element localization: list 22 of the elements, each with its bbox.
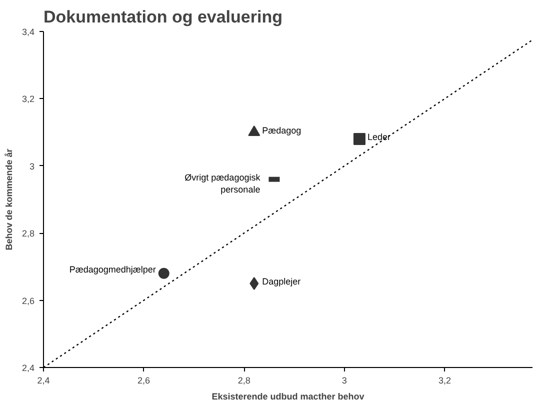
x-tick-label: 3 bbox=[342, 376, 347, 386]
series-label: Pædagogmedhjælper bbox=[69, 264, 156, 274]
y-axis-title: Behov de kommende år bbox=[4, 148, 14, 250]
series-label: Leder bbox=[367, 132, 390, 142]
series-label: Dagplejer bbox=[262, 276, 301, 286]
y-tick-label: 3 bbox=[29, 161, 35, 172]
x-tick-label: 2,8 bbox=[238, 376, 250, 386]
x-tick-label: 3,2 bbox=[438, 376, 451, 386]
y-tick-label: 2,6 bbox=[22, 296, 35, 306]
series-label: Pædagog bbox=[262, 125, 302, 136]
y-tick-label: 2,4 bbox=[22, 363, 35, 373]
y-tick-label: 3,2 bbox=[22, 94, 35, 104]
point bbox=[353, 133, 366, 146]
x-tick-label: 2,6 bbox=[138, 376, 150, 386]
point bbox=[250, 277, 259, 290]
point bbox=[158, 268, 170, 279]
chart-title: Dokumentation og evaluering bbox=[44, 8, 282, 26]
y-tick-label: 2,8 bbox=[22, 228, 35, 239]
x-axis-title: Eksisterende udbud macther behov bbox=[212, 392, 364, 402]
y-tick-label: 3,4 bbox=[22, 27, 35, 37]
series-label: Øvrigt pædagogisk personale bbox=[184, 172, 261, 194]
x-tick-label: 2,4 bbox=[37, 376, 50, 386]
